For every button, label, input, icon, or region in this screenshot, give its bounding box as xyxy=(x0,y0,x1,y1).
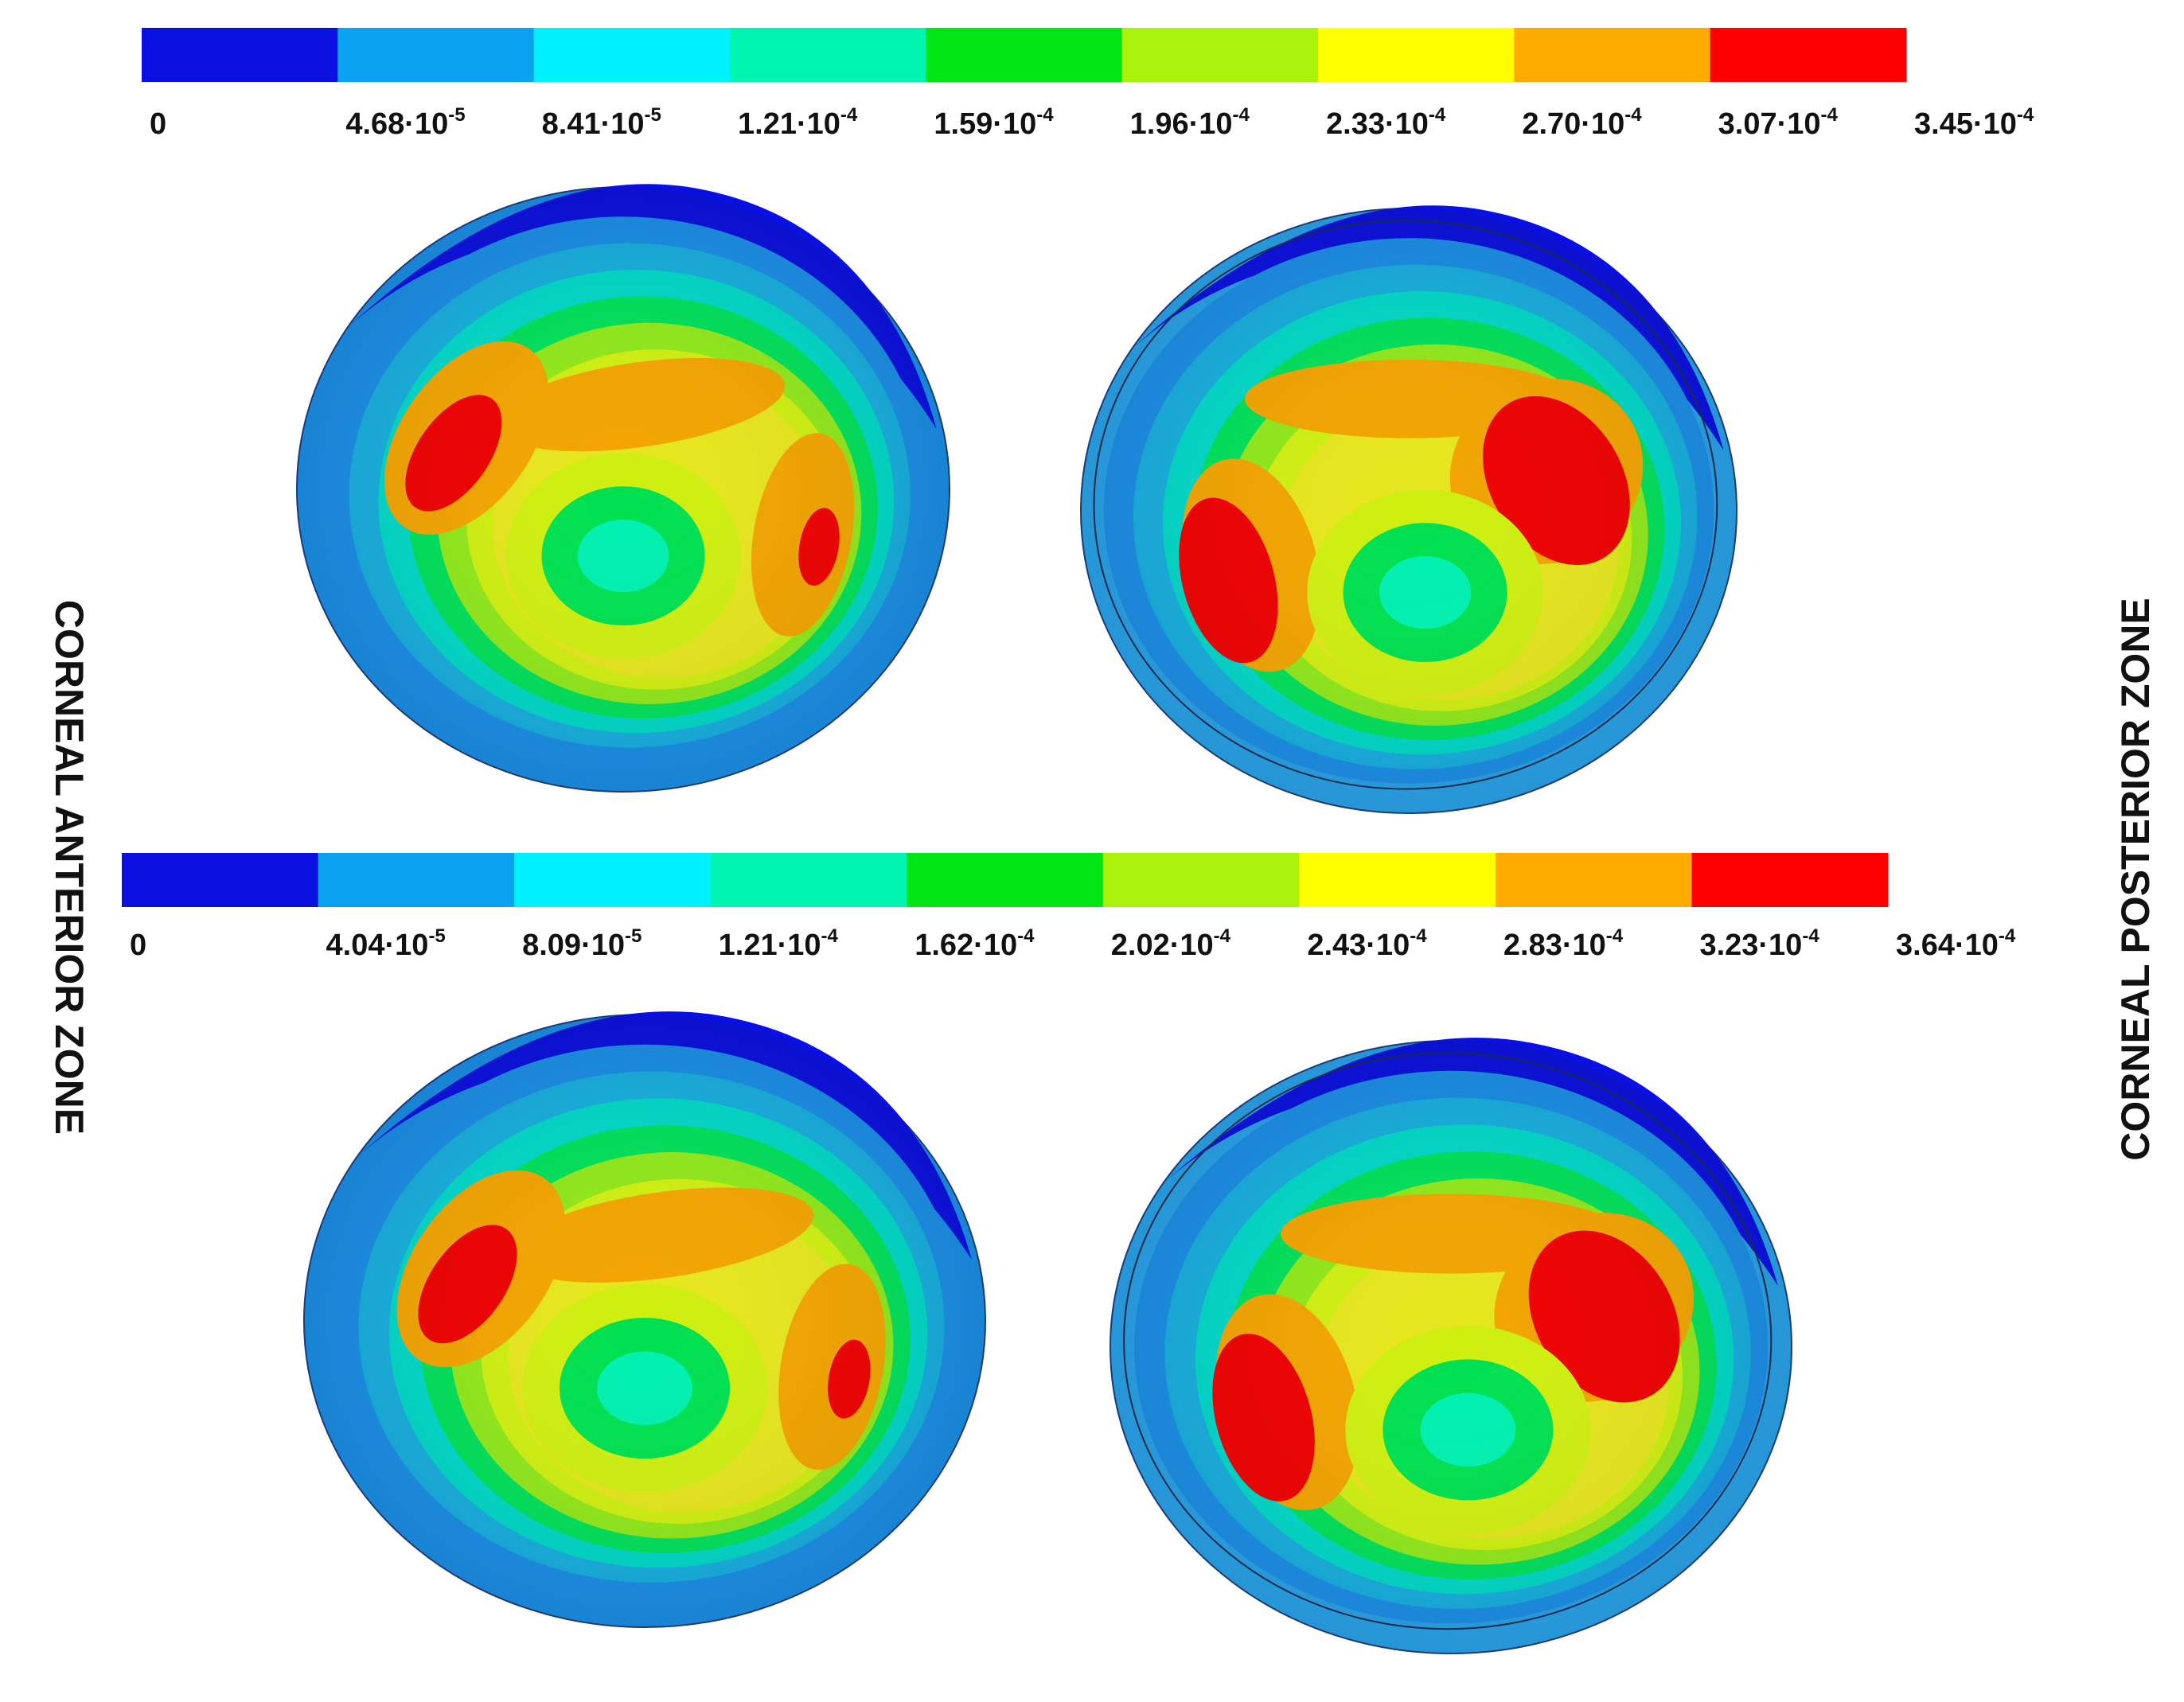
legend-tick-label: 2.70·10-4 xyxy=(1522,104,1642,141)
legend-tick-label: 1.59·10-4 xyxy=(934,104,1054,141)
legend-tick-label: 2.33·10-4 xyxy=(1326,104,1446,141)
legend-swatch xyxy=(1318,28,1515,82)
legend-tick-label: 8.09·10-5 xyxy=(522,925,642,962)
legend-swatch xyxy=(1121,28,1319,82)
legend-top-colorbar xyxy=(142,28,1907,82)
legend-swatch xyxy=(1691,853,1889,907)
legend-tick-label: 1.62·10-4 xyxy=(915,925,1035,962)
legend-bottom-colorbar xyxy=(122,853,1889,907)
contour-shading xyxy=(304,1015,985,1627)
contour-inner-edge xyxy=(1093,220,1718,790)
contour-inner-edge xyxy=(1123,1052,1773,1630)
legend-tick-label: 4.04·10-5 xyxy=(326,925,446,962)
legend-swatch xyxy=(514,853,712,907)
legend-top-tick-labels: 0 4.68·10-5 8.41·10-5 1.21·10-4 1.59·10-4 1.9… xyxy=(150,104,2034,141)
legend-tick-label: 1.96·10-4 xyxy=(1130,104,1250,141)
legend-tick-label: 2.02·10-4 xyxy=(1111,925,1231,962)
label-anterior-zone: CORNEAL ANTERIOR ZONE xyxy=(47,600,92,1135)
legend-swatch xyxy=(318,853,515,907)
legend-swatch xyxy=(337,28,535,82)
legend-swatch xyxy=(710,853,907,907)
legend-tick-label: 0 xyxy=(150,107,166,141)
contour-shading xyxy=(1110,1041,1792,1653)
legend-swatch xyxy=(1102,853,1300,907)
legend-tick-label: 3.64·10-4 xyxy=(1896,925,2016,962)
legend-bottom: 0 4.04·10-5 8.09·10-5 1.21·10-4 1.62·10-4 2.0… xyxy=(122,853,2016,962)
legend-swatch xyxy=(1514,28,1711,82)
legend-swatch xyxy=(1710,28,1907,82)
legend-swatch xyxy=(1495,853,1692,907)
legend-swatch xyxy=(533,28,731,82)
legend-swatch xyxy=(926,28,1123,82)
legend-swatch xyxy=(907,853,1104,907)
legend-tick-label: 0 xyxy=(130,929,146,962)
legend-swatch xyxy=(730,28,926,82)
legend-tick-label: 2.83·10-4 xyxy=(1503,925,1624,962)
legend-bottom-tick-labels: 0 4.04·10-5 8.09·10-5 1.21·10-4 1.62·10-4 2.0… xyxy=(130,925,2016,962)
legend-tick-label: 3.45·10-4 xyxy=(1914,104,2034,141)
contour-shading xyxy=(297,187,950,792)
legend-swatch xyxy=(1299,853,1496,907)
legend-tick-label: 8.41·10-5 xyxy=(542,104,661,141)
contour-anterior-bottom xyxy=(303,1011,986,1628)
legend-top: 0 4.68·10-5 8.41·10-5 1.21·10-4 1.59·10-4 1.9… xyxy=(142,28,2034,141)
legend-tick-label: 3.23·10-4 xyxy=(1699,925,1819,962)
legend-tick-label: 4.68·10-5 xyxy=(345,104,465,141)
contour-posterior-bottom xyxy=(1110,1038,1792,1654)
legend-tick-label: 1.21·10-4 xyxy=(738,104,858,141)
legend-swatch xyxy=(122,853,319,907)
legend-tick-label: 1.21·10-4 xyxy=(719,925,839,962)
legend-tick-label: 2.43·10-4 xyxy=(1307,925,1427,962)
contour-shading xyxy=(1081,208,1737,813)
label-posterior-zone: CORNEAL POSTERIOR ZONE xyxy=(2113,598,2158,1160)
legend-tick-label: 3.07·10-4 xyxy=(1718,104,1839,141)
contour-posterior-top xyxy=(1080,205,1737,814)
legend-swatch xyxy=(142,28,338,82)
contour-anterior-top xyxy=(296,184,950,793)
